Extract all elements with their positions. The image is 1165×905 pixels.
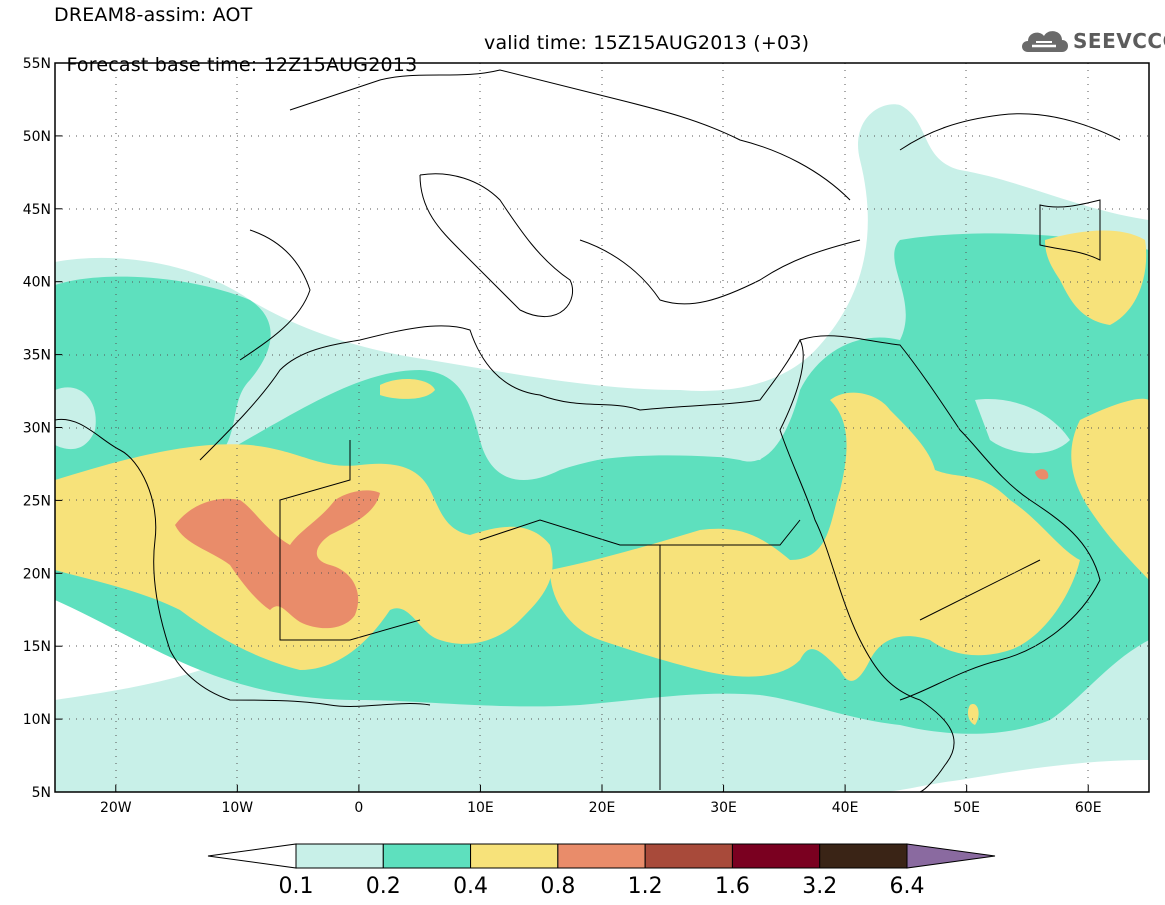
lon-tick-label: 10W [221,800,253,816]
logo-text: SEEVCCC [1073,29,1165,53]
colorbar-low-arrow [207,843,297,869]
colorbar-swatch [470,843,559,869]
colorbar: 0.1 0.2 0.4 0.8 1.2 1.6 3.2 6.4 [207,843,996,899]
lat-tick-label: 25N [23,493,51,509]
cloud-icon [1022,31,1068,52]
lon-axis: 20W 10W 0 10E 20E 30E 40E 50E 60E [100,785,1102,816]
lon-tick-label: 50E [953,800,980,816]
lat-tick-label: 5N [32,785,51,801]
aot-band-0.8 [175,490,380,629]
lat-tick-label: 50N [23,129,51,145]
seevccc-logo: SEEVCCC [1018,22,1165,58]
map-title: DREAM8-assim: AOT [54,4,253,26]
colorbar-swatch [382,843,472,869]
lat-tick-label: 40N [23,275,51,291]
forecast-base-time: Forecast base time: 12Z15AUG2013 [66,54,418,76]
colorbar-swatch [644,843,733,869]
lon-tick-label: 0 [354,800,363,816]
forecast-times: Forecast base time: 12Z15AUG2013 valid t… [54,32,809,98]
colorbar-swatch [557,843,646,869]
lon-tick-label: 30E [710,800,737,816]
coastlines [55,69,1121,792]
lat-tick-label: 15N [23,639,51,655]
colorbar-level-label: 0.2 [366,874,401,899]
lon-tick-label: 60E [1075,800,1102,816]
lat-tick-label: 35N [23,348,51,364]
colorbar-level-label: 1.6 [715,874,750,899]
lat-tick-label: 20N [23,566,51,582]
colorbar-swatch [731,843,821,869]
colorbar-level-label: 0.1 [279,874,314,899]
lon-tick-label: 10E [467,800,494,816]
colorbar-level-label: 0.8 [540,874,575,899]
valid-time: valid time: 15Z15AUG2013 (+03) [484,32,810,54]
lat-tick-label: 55N [23,56,51,72]
lat-tick-label: 30N [23,421,51,437]
colorbar-high-arrow [906,843,996,869]
colorbar-level-label: 3.2 [802,874,837,899]
lat-tick-label: 45N [23,202,51,218]
lon-tick-label: 20E [589,800,616,816]
colorbar-swatch [819,843,908,869]
colorbar-level-label: 1.2 [628,874,663,899]
lon-tick-label: 40E [832,800,859,816]
colorbar-level-label: 6.4 [890,874,925,899]
lon-tick-label: 20W [100,800,132,816]
colorbar-level-label: 0.4 [453,874,488,899]
grid [55,63,1149,792]
lat-tick-label: 10N [23,712,51,728]
colorbar-swatch [295,843,384,869]
lat-axis: 55N 50N 45N 40N 35N 30N 25N 20N 15N 10N 5N [23,56,62,801]
